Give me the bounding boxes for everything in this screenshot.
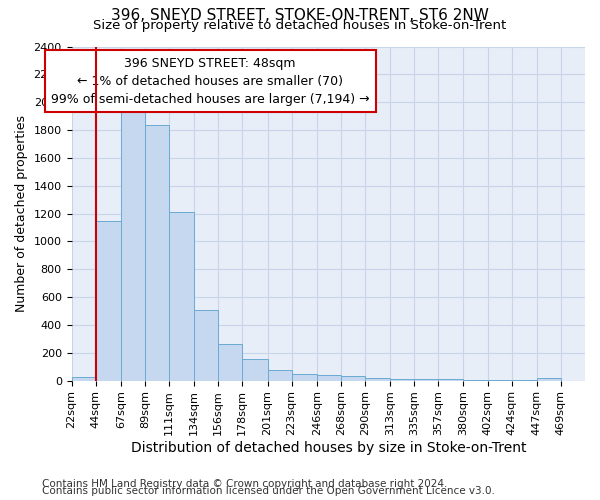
Bar (317, 375, 341, 380)
Bar (390, 378, 414, 380)
Bar (292, 374, 317, 380)
Bar (169, 212, 194, 380)
Text: Contains public sector information licensed under the Open Government Licence v3: Contains public sector information licen… (42, 486, 495, 496)
Text: Contains HM Land Registry data © Crown copyright and database right 2024.: Contains HM Land Registry data © Crown c… (42, 479, 448, 489)
Text: 396, SNEYD STREET, STOKE-ON-TRENT, ST6 2NW: 396, SNEYD STREET, STOKE-ON-TRENT, ST6 2… (111, 8, 489, 22)
Bar (268, 370, 292, 380)
Y-axis label: Number of detached properties: Number of detached properties (15, 115, 28, 312)
Bar (414, 379, 438, 380)
Bar (218, 344, 242, 380)
Bar (341, 376, 365, 380)
Bar (145, 125, 169, 380)
Bar (121, 110, 145, 380)
Bar (242, 359, 268, 380)
Bar (365, 378, 390, 380)
X-axis label: Distribution of detached houses by size in Stoke-on-Trent: Distribution of detached houses by size … (131, 441, 526, 455)
Text: 396 SNEYD STREET: 48sqm
← 1% of detached houses are smaller (70)
99% of semi-det: 396 SNEYD STREET: 48sqm ← 1% of detached… (51, 56, 370, 106)
Bar (95, 220, 121, 380)
Text: Size of property relative to detached houses in Stoke-on-Trent: Size of property relative to detached ho… (94, 18, 506, 32)
Bar (71, 377, 95, 380)
Bar (438, 379, 463, 380)
Bar (537, 378, 561, 380)
Bar (194, 310, 218, 380)
